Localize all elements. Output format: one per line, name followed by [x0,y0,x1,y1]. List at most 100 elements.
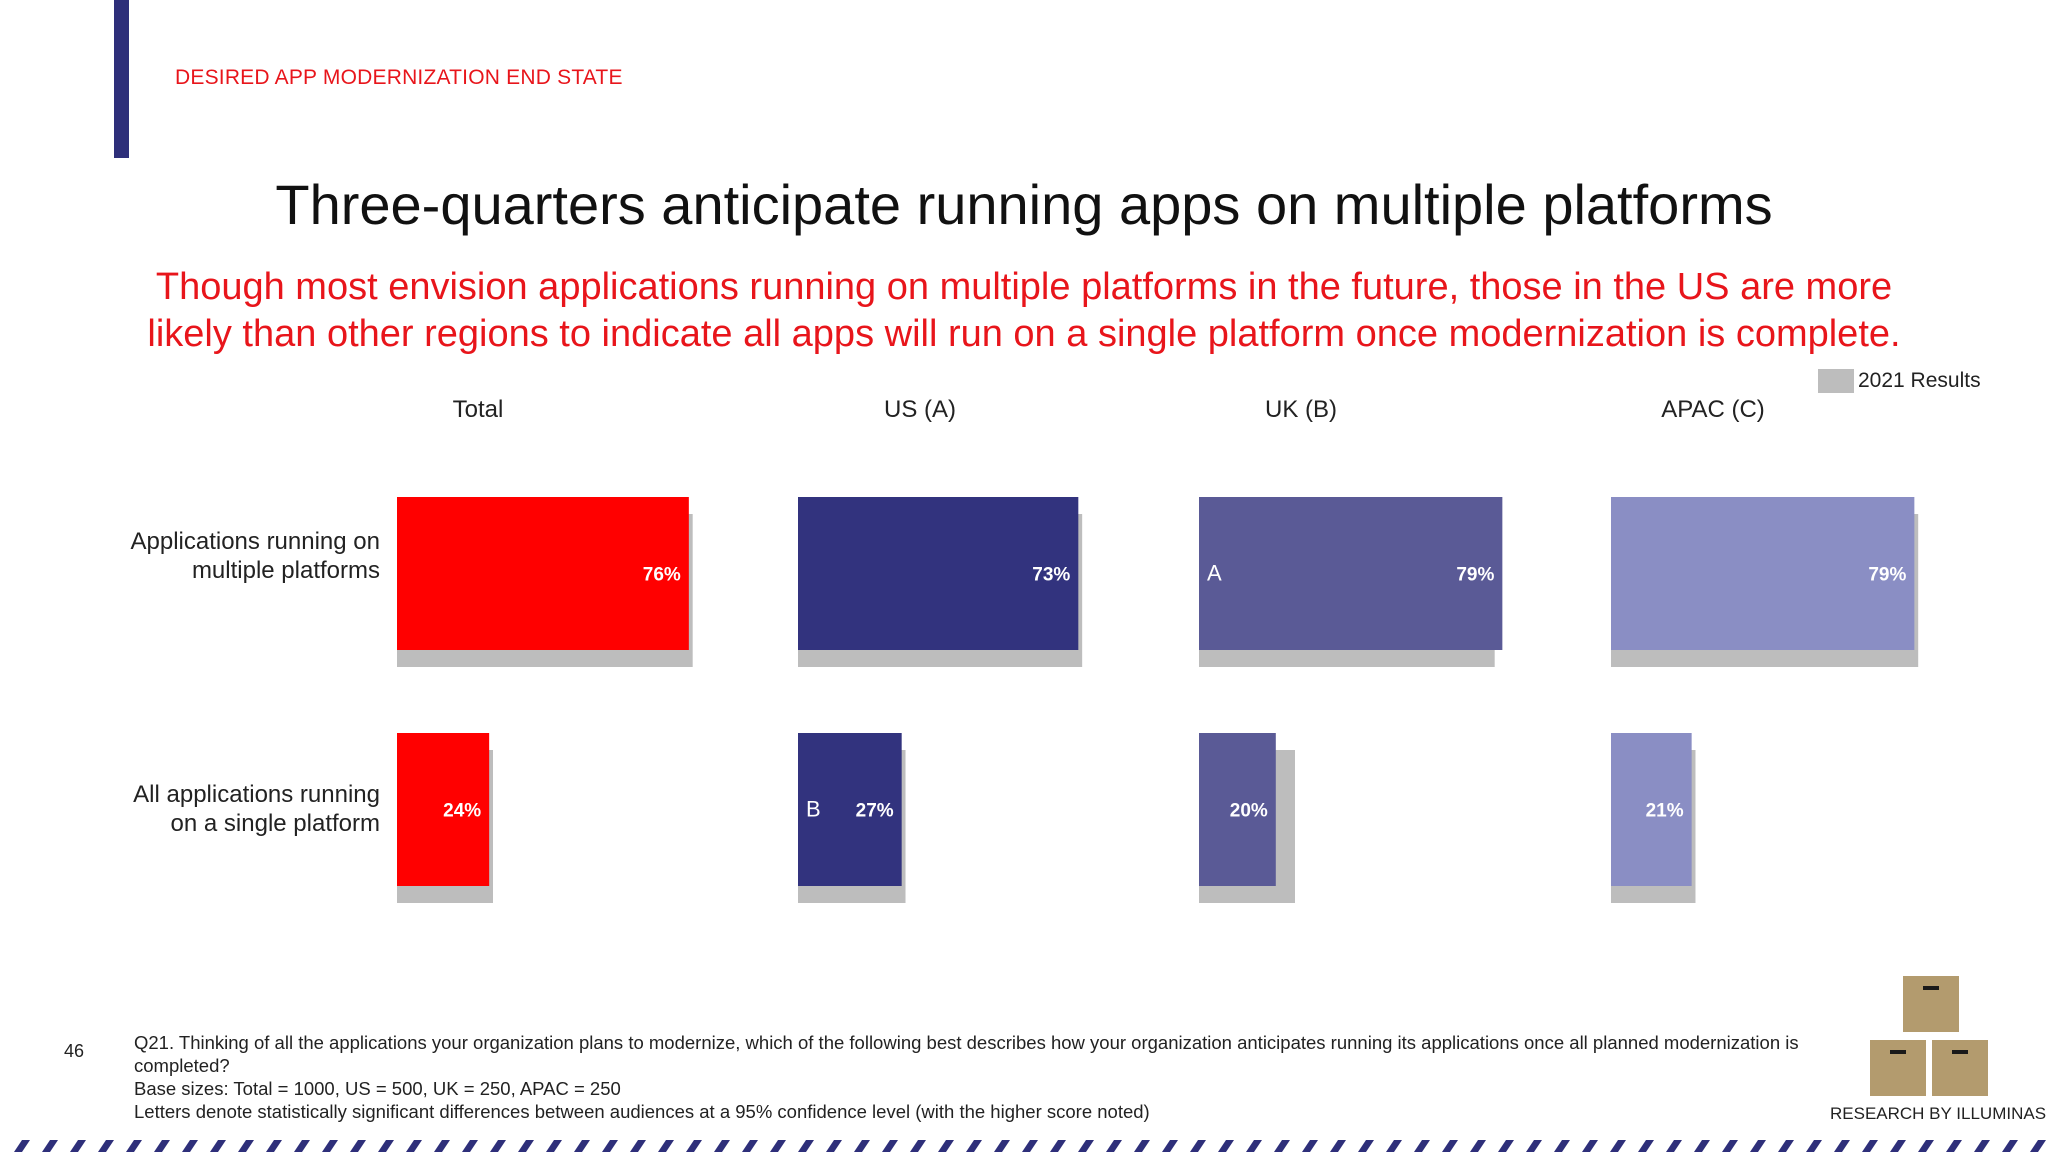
stripe [546,1140,562,1152]
stripe [1470,1140,1486,1152]
boxes-logo [1870,976,1988,1096]
page-subtitle: Though most envision applications runnin… [120,264,1928,358]
stripe [350,1140,366,1152]
data-label-uk-single: 20% [1230,801,1268,822]
decorative-stripes [14,1140,2046,1152]
stripe [798,1140,814,1152]
bar-apac-single [1611,733,1692,886]
stripe [574,1140,590,1152]
stripe [1050,1140,1066,1152]
stripe [1134,1140,1150,1152]
stripe [1974,1140,1990,1152]
bar-total-single [397,733,490,886]
stripe [1554,1140,1570,1152]
stripe [1414,1140,1430,1152]
stripe [714,1140,730,1152]
row-label-single-line-2: on a single platform [170,810,380,837]
stripe [658,1140,674,1152]
stripe [1330,1140,1346,1152]
page-title: Three-quarters anticipate running apps o… [275,173,1773,236]
stripe [1106,1140,1122,1152]
significance-note: Letters denote statistically significant… [134,1101,1150,1122]
page-number: 46 [64,1041,85,1061]
row-label-multiple-line-2: multiple platforms [191,557,380,584]
stripe [882,1140,898,1152]
stripe [994,1140,1010,1152]
bar-apac-multiple [1611,497,1915,650]
stripe [1526,1140,1542,1152]
data-label-us-multiple: 73% [1032,565,1070,586]
stripe [1302,1140,1318,1152]
data-label-total-single: 24% [443,801,481,822]
stripe [266,1140,282,1152]
stripe [378,1140,394,1152]
stripe [1862,1140,1878,1152]
stripe [1022,1140,1038,1152]
column-header-total: Total [452,396,504,423]
stripe [1694,1140,1710,1152]
stripe [1078,1140,1094,1152]
data-label-us-single: 27% [856,801,894,822]
stripe [1218,1140,1234,1152]
stripe [742,1140,758,1152]
stripe [1246,1140,1262,1152]
stripe [462,1140,478,1152]
stripe [434,1140,450,1152]
accent-bar [114,0,129,158]
stripe [14,1140,30,1152]
stripe [1778,1140,1794,1152]
stripe [770,1140,786,1152]
stripe [966,1140,982,1152]
stripe [518,1140,534,1152]
bar-uk-multiple [1199,497,1503,650]
stripe [1582,1140,1598,1152]
row-label-single-line-1: All applications running [133,781,380,808]
stripe [1442,1140,1458,1152]
stripe [42,1140,58,1152]
column-header-us: US (A) [884,396,956,423]
stripe [602,1140,618,1152]
stripe [1274,1140,1290,1152]
bar-uk-single [1199,733,1276,886]
data-label-apac-multiple: 79% [1868,565,1906,586]
brand-text: RESEARCH BY ILLUMINAS [1830,1104,2047,1123]
stripe [210,1140,226,1152]
stripe [1946,1140,1962,1152]
stripe [1610,1140,1626,1152]
stripe [630,1140,646,1152]
significance-letter-us-single: B [806,797,821,822]
stripe [1386,1140,1402,1152]
bar-us-multiple [798,497,1079,650]
stripe [910,1140,926,1152]
stripe [1162,1140,1178,1152]
stripe [826,1140,842,1152]
stripe [2002,1140,2018,1152]
stripe [1918,1140,1934,1152]
stripe [238,1140,254,1152]
stripe [1806,1140,1822,1152]
data-label-uk-multiple: 79% [1456,565,1494,586]
stripe [182,1140,198,1152]
column-header-uk: UK (B) [1265,396,1337,423]
base-sizes: Base sizes: Total = 1000, US = 500, UK =… [134,1078,621,1099]
stripe [1190,1140,1206,1152]
row-label-single-platform: All applications running on a single pla… [133,780,380,838]
stripe [686,1140,702,1152]
chart-legend: 2021 Results [1818,369,1981,393]
stripe [938,1140,954,1152]
stripe [2030,1140,2046,1152]
stripe [406,1140,422,1152]
legend-label-2021: 2021 Results [1858,369,1981,392]
stripe [1358,1140,1374,1152]
stripe [1750,1140,1766,1152]
stripe [1722,1140,1738,1152]
footnotes: Q21. Thinking of all the applications yo… [134,1031,1834,1123]
stripe [1834,1140,1850,1152]
question-text: Q21. Thinking of all the applications yo… [134,1032,1799,1076]
stripe [154,1140,170,1152]
stripe [854,1140,870,1152]
stripe [1498,1140,1514,1152]
stripe [70,1140,86,1152]
column-header-apac: APAC (C) [1661,396,1765,423]
